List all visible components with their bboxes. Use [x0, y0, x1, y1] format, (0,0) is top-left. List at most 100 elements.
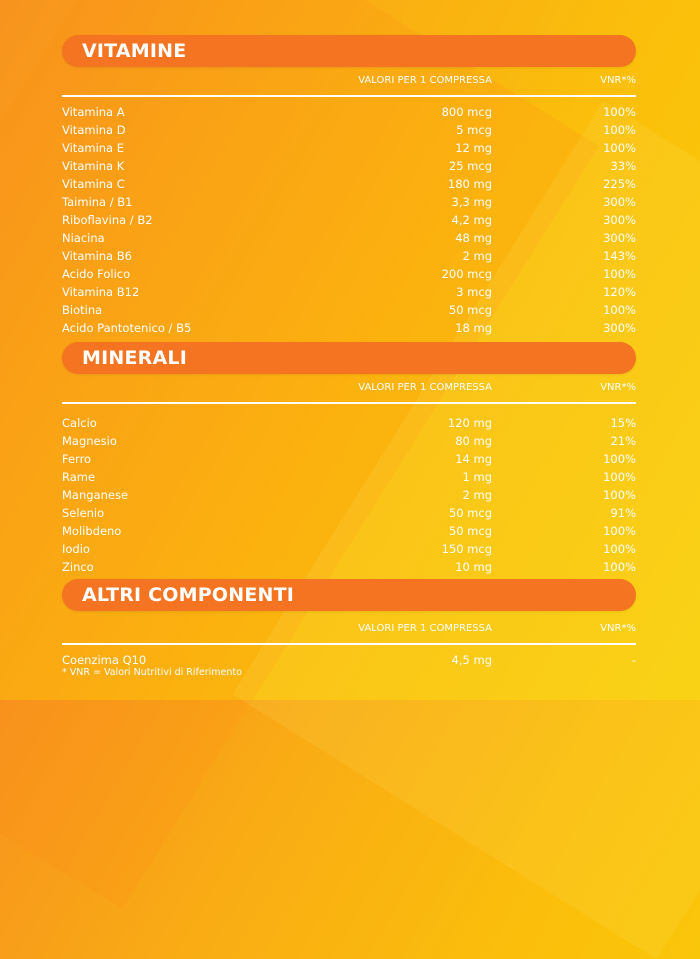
- nutrient-nrv: 15%: [610, 416, 636, 430]
- nutrient-amount: 14 mg: [455, 452, 492, 466]
- column-header-per-tablet: VALORI PER 1 COMPRESSA: [358, 623, 492, 634]
- nutrient-amount: 50 mcg: [448, 506, 492, 520]
- nutrient-nrv: 225%: [603, 177, 636, 191]
- table-row: Manganese 2 mg 100%: [62, 486, 636, 504]
- others-rows: Coenzima Q10 4,5 mg -: [62, 651, 636, 669]
- table-row: Acido Folico 200 mcg 100%: [62, 265, 636, 283]
- nutrient-name: Niacina: [62, 231, 105, 245]
- nutrient-nrv: 100%: [603, 267, 636, 281]
- others-banner: ALTRI COMPONENTI: [62, 579, 636, 611]
- minerals-table-header: VALORI PER 1 COMPRESSA VNR*%: [62, 378, 636, 404]
- table-row: Ferro 14 mg 100%: [62, 450, 636, 468]
- table-row: Calcio 120 mg 15%: [62, 414, 636, 432]
- nutrient-nrv: 300%: [603, 231, 636, 245]
- table-row: Taimina / B1 3,3 mg 300%: [62, 193, 636, 211]
- nutrient-amount: 10 mg: [455, 560, 492, 574]
- nutrient-amount: 3 mcg: [456, 285, 492, 299]
- table-row: Rame 1 mg 100%: [62, 468, 636, 486]
- column-header-nrv: VNR*%: [600, 382, 636, 393]
- nutrient-nrv: 100%: [603, 141, 636, 155]
- others-table-header: VALORI PER 1 COMPRESSA VNR*%: [62, 619, 636, 645]
- nutrient-amount: 80 mg: [455, 434, 492, 448]
- nutrient-nrv: 100%: [603, 542, 636, 556]
- nutrient-amount: 5 mcg: [456, 123, 492, 137]
- column-header-nrv: VNR*%: [600, 623, 636, 634]
- nutrient-amount: 4,5 mg: [451, 653, 492, 667]
- nutrient-name: Magnesio: [62, 434, 117, 448]
- header-divider: [62, 402, 636, 404]
- vitamins-banner: VITAMINE: [62, 35, 636, 67]
- nutrient-name: Vitamina K: [62, 159, 125, 173]
- nutrient-amount: 25 mcg: [448, 159, 492, 173]
- nutrient-name: Rame: [62, 470, 96, 484]
- table-row: Vitamina E 12 mg 100%: [62, 139, 636, 157]
- nutrient-nrv: 100%: [603, 105, 636, 119]
- nutrient-amount: 150 mcg: [441, 542, 492, 556]
- nutrient-name: Vitamina E: [62, 141, 125, 155]
- nutrient-amount: 4,2 mg: [451, 213, 492, 227]
- minerals-title: MINERALI: [82, 347, 187, 369]
- nutrient-amount: 50 mcg: [448, 524, 492, 538]
- nutrient-name: Coenzima Q10: [62, 653, 147, 667]
- nutrient-amount: 2 mg: [462, 488, 492, 502]
- minerals-banner: MINERALI: [62, 342, 636, 374]
- nutrient-nrv: 300%: [603, 321, 636, 335]
- table-row: Riboflavina / B2 4,2 mg 300%: [62, 211, 636, 229]
- nutrient-nrv: 21%: [610, 434, 636, 448]
- nutrient-nrv: 100%: [603, 123, 636, 137]
- footnote: * VNR = Valori Nutritivi di Riferimento: [62, 667, 242, 678]
- nutrient-name: Ferro: [62, 452, 92, 466]
- table-row: Magnesio 80 mg 21%: [62, 432, 636, 450]
- vitamins-title: VITAMINE: [82, 40, 187, 62]
- nutrient-name: Vitamina A: [62, 105, 125, 119]
- nutrient-nrv: 33%: [610, 159, 636, 173]
- table-row: Biotina 50 mcg 100%: [62, 301, 636, 319]
- table-row: Coenzima Q10 4,5 mg -: [62, 651, 636, 669]
- nutrient-amount: 1 mg: [462, 470, 492, 484]
- nutrient-name: Zinco: [62, 560, 94, 574]
- nutrient-nrv: 120%: [603, 285, 636, 299]
- nutrient-name: Taimina / B1: [62, 195, 133, 209]
- nutrient-amount: 3,3 mg: [451, 195, 492, 209]
- nutrient-amount: 18 mg: [455, 321, 492, 335]
- nutrient-name: Manganese: [62, 488, 129, 502]
- nutrient-nrv: 300%: [603, 195, 636, 209]
- nutrient-nrv: 300%: [603, 213, 636, 227]
- table-row: Vitamina D 5 mcg 100%: [62, 121, 636, 139]
- vitamins-table-header: VALORI PER 1 COMPRESSA VNR*%: [62, 71, 636, 97]
- nutrient-amount: 180 mg: [447, 177, 492, 191]
- nutrient-nrv: 100%: [603, 452, 636, 466]
- nutrient-name: Iodio: [62, 542, 90, 556]
- header-divider: [62, 95, 636, 97]
- nutrient-amount: 12 mg: [455, 141, 492, 155]
- nutrient-amount: 2 mg: [462, 249, 492, 263]
- nutrient-name: Vitamina B6: [62, 249, 132, 263]
- table-row: Vitamina K 25 mcg 33%: [62, 157, 636, 175]
- nutrient-nrv: 100%: [603, 560, 636, 574]
- nutrient-nrv: 143%: [603, 249, 636, 263]
- nutrient-amount: 50 mcg: [448, 303, 492, 317]
- nutrient-nrv: 100%: [603, 303, 636, 317]
- nutrient-amount: 120 mg: [447, 416, 492, 430]
- others-section: ALTRI COMPONENTI VALORI PER 1 COMPRESSA …: [62, 579, 636, 678]
- nutrient-name: Vitamina B12: [62, 285, 140, 299]
- nutrient-amount: 200 mcg: [441, 267, 492, 281]
- vitamins-rows: Vitamina A 800 mcg 100% Vitamina D 5 mcg 100%…: [62, 103, 636, 337]
- nutrient-name: Biotina: [62, 303, 103, 317]
- nutrient-amount: 48 mg: [455, 231, 492, 245]
- nutrient-nrv: -: [631, 653, 636, 667]
- minerals-section: MINERALI VALORI PER 1 COMPRESSA VNR*% Ca…: [62, 342, 636, 576]
- table-row: Vitamina C 180 mg 225%: [62, 175, 636, 193]
- header-divider: [62, 643, 636, 645]
- table-row: Vitamina B12 3 mcg 120%: [62, 283, 636, 301]
- nutrient-nrv: 100%: [603, 488, 636, 502]
- nutrient-amount: 800 mcg: [441, 105, 492, 119]
- table-row: Selenio 50 mcg 91%: [62, 504, 636, 522]
- nutrient-name: Vitamina C: [62, 177, 125, 191]
- table-row: Iodio 150 mcg 100%: [62, 540, 636, 558]
- table-row: Acido Pantotenico / B5 18 mg 300%: [62, 319, 636, 337]
- table-row: Vitamina B6 2 mg 143%: [62, 247, 636, 265]
- nutrient-name: Riboflavina / B2: [62, 213, 153, 227]
- nutrient-name: Acido Folico: [62, 267, 131, 281]
- vitamins-section: VITAMINE VALORI PER 1 COMPRESSA VNR*% Vi…: [62, 35, 636, 337]
